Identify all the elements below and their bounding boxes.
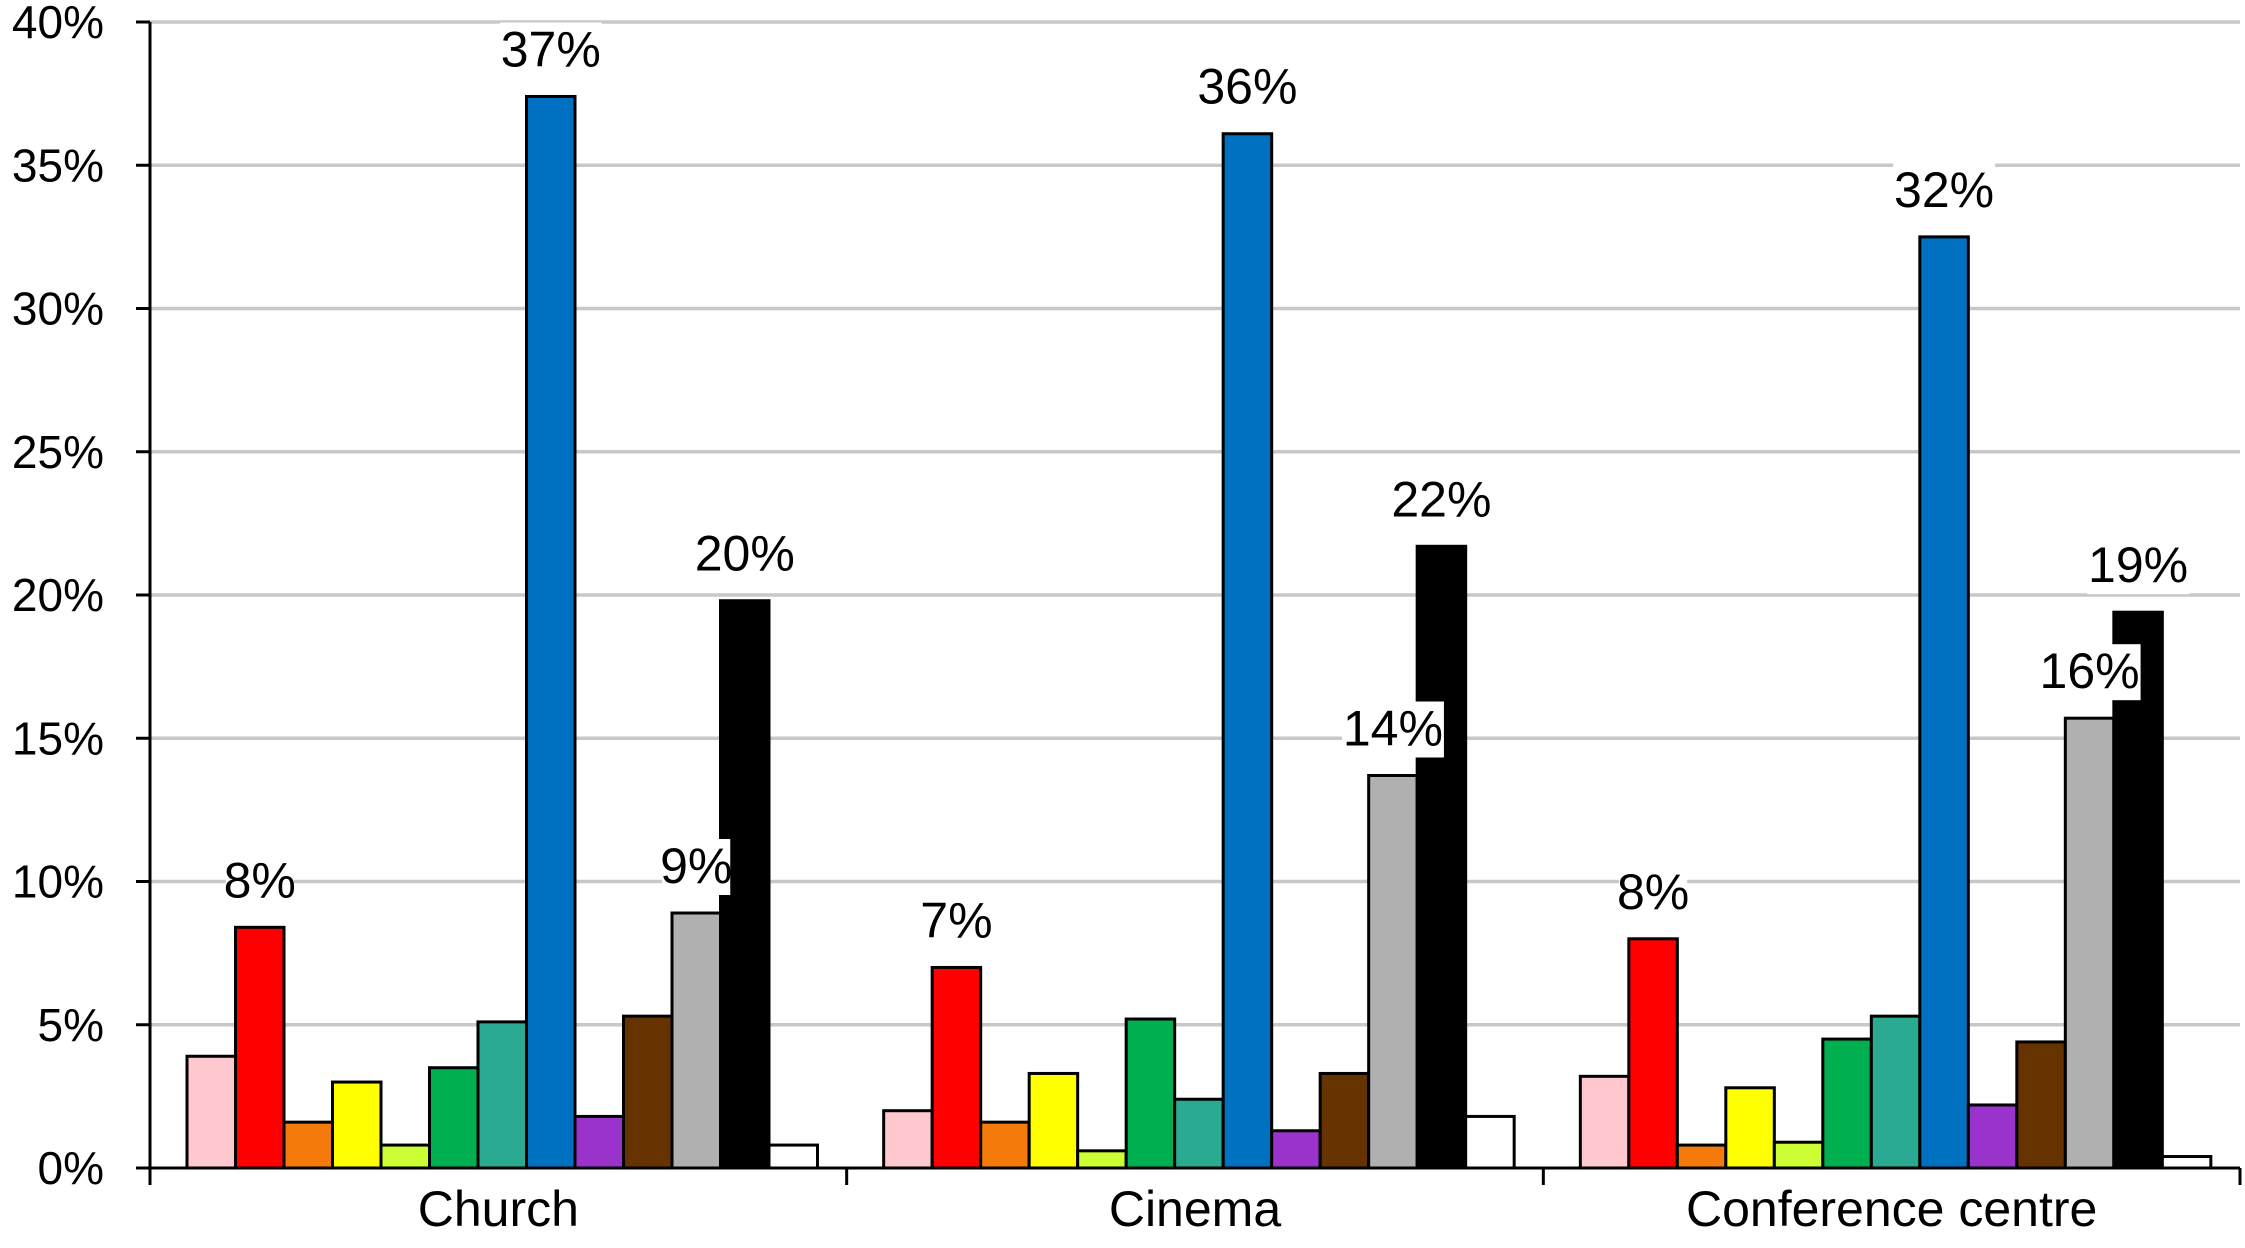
data-label-background bbox=[693, 526, 796, 583]
bar bbox=[1464, 1114, 1516, 1170]
bar bbox=[428, 1066, 480, 1170]
y-tick-label: 15% bbox=[12, 712, 104, 764]
bar bbox=[234, 925, 286, 1170]
bar bbox=[1869, 1014, 1922, 1170]
bar bbox=[670, 911, 722, 1170]
data-label-background bbox=[1390, 472, 1493, 529]
y-tick-label: 0% bbox=[38, 1142, 104, 1194]
x-category-label: Church bbox=[418, 1181, 579, 1237]
data-labels: 8% 37% 9% 20% 7% 36% 14% 22% 8% 32% 16% 19% bbox=[224, 21, 2190, 950]
x-category-label: Conference centre bbox=[1686, 1181, 2097, 1237]
bar bbox=[1675, 1143, 1728, 1170]
bar bbox=[573, 1114, 625, 1170]
data-label-background bbox=[2038, 644, 2141, 701]
data-label-background bbox=[1619, 864, 1688, 921]
bar bbox=[930, 965, 983, 1170]
y-tick-label: 35% bbox=[12, 139, 104, 191]
data-label-background bbox=[922, 893, 991, 950]
data-label: 20% bbox=[695, 526, 795, 582]
bar bbox=[1966, 1103, 2019, 1170]
bar bbox=[2015, 1040, 2067, 1170]
data-label: 22% bbox=[1391, 471, 1491, 527]
bar bbox=[1578, 1074, 1631, 1170]
bar bbox=[1772, 1140, 1825, 1170]
bar bbox=[525, 94, 577, 1170]
y-tick-label: 25% bbox=[12, 426, 104, 478]
bar bbox=[1367, 773, 1419, 1170]
bar bbox=[1415, 544, 1468, 1170]
data-label: 9% bbox=[660, 838, 732, 894]
bar bbox=[622, 1014, 674, 1170]
bar bbox=[882, 1109, 934, 1170]
bar bbox=[2063, 716, 2116, 1170]
gridlines bbox=[150, 20, 2240, 1027]
bar bbox=[1124, 1017, 1177, 1170]
data-label: 37% bbox=[501, 21, 601, 77]
bar bbox=[1821, 1037, 1873, 1170]
bar bbox=[1076, 1149, 1128, 1170]
bar bbox=[1724, 1086, 1776, 1170]
data-label-background bbox=[1196, 59, 1299, 116]
bar bbox=[1173, 1097, 1225, 1170]
data-label: 32% bbox=[1894, 162, 1994, 218]
y-tick-label: 30% bbox=[12, 283, 104, 335]
y-tick-label: 5% bbox=[38, 999, 104, 1051]
data-label: 16% bbox=[2040, 643, 2140, 699]
bar bbox=[379, 1143, 431, 1170]
data-label: 19% bbox=[2088, 537, 2188, 593]
bar bbox=[1627, 937, 1679, 1170]
bar bbox=[1318, 1071, 1371, 1170]
bar bbox=[476, 1020, 528, 1170]
data-label: 8% bbox=[224, 852, 296, 908]
data-label-background bbox=[225, 853, 294, 910]
data-label-background bbox=[662, 839, 731, 896]
bar bbox=[2160, 1155, 2213, 1170]
data-label-background bbox=[2087, 538, 2190, 595]
x-axis-categories: Church Cinema Conference centre bbox=[418, 1181, 2098, 1237]
y-axis-ticks: 0% 5% 10% 15% 20% 25% 30% 35% 40% bbox=[12, 0, 104, 1194]
bar bbox=[331, 1080, 383, 1170]
data-label-background bbox=[1341, 701, 1444, 758]
data-label: 8% bbox=[1617, 864, 1689, 920]
bar bbox=[282, 1120, 334, 1170]
bar bbox=[979, 1120, 1031, 1170]
y-tick-label: 20% bbox=[12, 569, 104, 621]
bar bbox=[185, 1054, 237, 1170]
data-label: 36% bbox=[1197, 59, 1297, 115]
y-tick-label: 40% bbox=[12, 0, 104, 48]
bar bbox=[1221, 132, 1274, 1170]
bar bbox=[1270, 1129, 1322, 1170]
bar bbox=[1918, 235, 1970, 1170]
data-label: 14% bbox=[1343, 700, 1443, 756]
data-label: 7% bbox=[920, 892, 992, 948]
data-label-background bbox=[1893, 162, 1996, 219]
axes bbox=[136, 20, 2242, 1185]
bar bbox=[1027, 1071, 1080, 1170]
bars bbox=[185, 94, 2213, 1170]
data-label-background bbox=[499, 22, 602, 79]
bar bbox=[767, 1143, 819, 1170]
x-category-label: Cinema bbox=[1109, 1181, 1281, 1237]
y-tick-label: 10% bbox=[12, 856, 104, 908]
